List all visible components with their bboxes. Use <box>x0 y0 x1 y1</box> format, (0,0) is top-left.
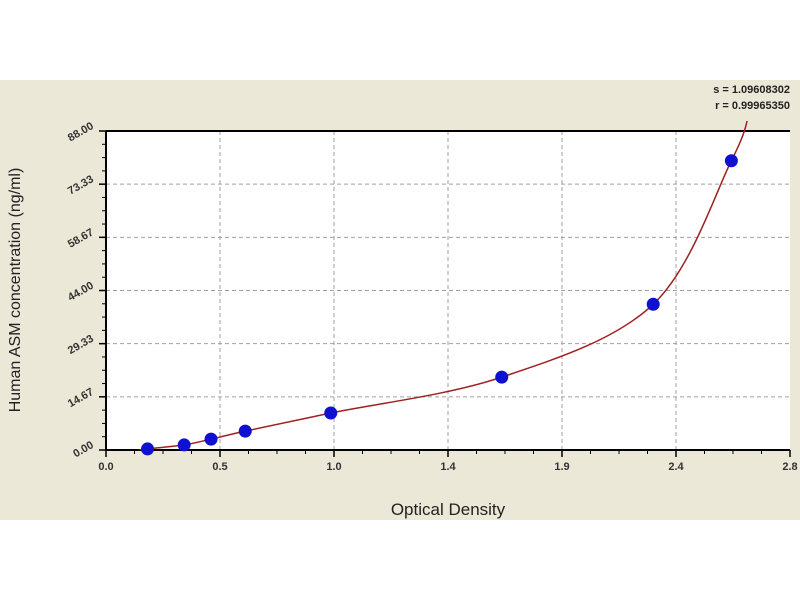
y-axis-label: Human ASM concentration (ng/ml) <box>7 168 24 413</box>
data-point <box>141 442 155 456</box>
y-tick-label: 73.33 <box>66 173 96 197</box>
y-tick-label: 29.33 <box>66 333 96 357</box>
x-tick-label: 0.0 <box>98 461 113 473</box>
y-tick-label: 88.00 <box>66 120 96 144</box>
y-tick-label: 58.67 <box>66 227 96 251</box>
stat-s: s = 1.09608302 <box>713 84 790 96</box>
x-tick-label: 1.4 <box>440 461 456 473</box>
x-tick-label: 1.0 <box>326 461 341 473</box>
data-point <box>238 424 252 438</box>
x-tick-label: 2.4 <box>668 461 684 473</box>
data-point <box>646 297 660 311</box>
x-tick-label: 1.9 <box>554 461 569 473</box>
y-tick-label: 0.00 <box>71 439 96 460</box>
x-tick-label: 2.8 <box>782 461 797 473</box>
x-tick-label: 0.5 <box>212 461 227 473</box>
data-point <box>724 154 738 168</box>
data-point <box>495 370 509 384</box>
data-point <box>177 438 191 452</box>
data-point <box>324 406 338 420</box>
y-tick-label: 14.67 <box>66 386 96 410</box>
stat-r: r = 0.99965350 <box>715 100 790 112</box>
data-point <box>204 432 218 446</box>
y-tick-label: 44.00 <box>66 280 96 304</box>
x-axis-label: Optical Density <box>391 500 506 519</box>
